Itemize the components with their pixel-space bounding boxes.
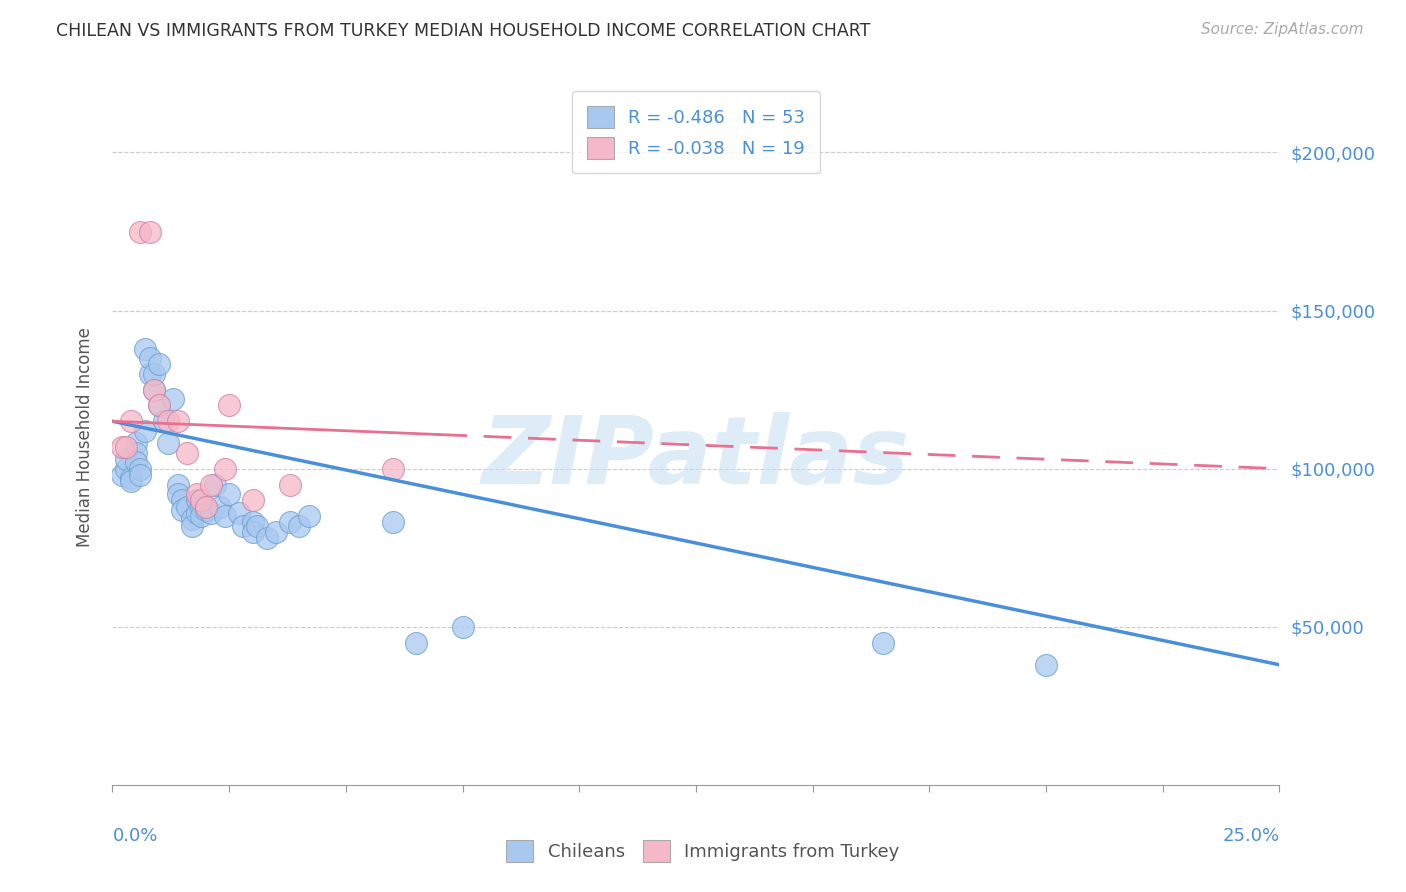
Y-axis label: Median Household Income: Median Household Income [76,327,94,547]
Point [157,436,180,450]
Point [256,531,278,545]
Point [139,367,162,381]
Point [120,414,142,428]
Point [194,500,217,514]
Point [153,414,176,428]
Text: ZIPatlas: ZIPatlas [482,412,910,504]
Point [139,225,162,239]
Point [143,367,166,381]
Point [166,487,188,501]
Point [218,399,240,413]
Point [120,471,142,485]
Point [200,477,222,491]
Point [166,477,188,491]
Point [405,635,427,649]
Point [190,500,212,514]
Point [134,342,156,356]
Point [1035,657,1057,672]
Legend: R = -0.486   N = 53, R = -0.038   N = 19: R = -0.486 N = 53, R = -0.038 N = 19 [572,91,820,173]
Legend: Chileans, Immigrants from Turkey: Chileans, Immigrants from Turkey [499,833,907,870]
Point [381,461,404,475]
Point [242,524,264,539]
Point [381,516,404,530]
Point [129,468,152,483]
Point [451,620,474,634]
Point [246,518,269,533]
Point [278,477,301,491]
Point [134,424,156,438]
Point [148,399,170,413]
Point [166,414,188,428]
Point [186,487,208,501]
Point [125,455,148,469]
Point [176,500,198,514]
Point [129,225,152,239]
Point [148,357,170,371]
Point [194,503,217,517]
Point [190,509,212,524]
Point [172,503,194,517]
Point [115,461,138,475]
Point [143,383,166,397]
Point [125,436,148,450]
Point [264,524,287,539]
Point [872,635,894,649]
Point [111,440,134,454]
Point [162,392,184,406]
Point [139,351,162,365]
Point [115,440,138,454]
Text: 0.0%: 0.0% [112,827,157,845]
Point [228,506,250,520]
Point [143,383,166,397]
Point [278,516,301,530]
Text: 25.0%: 25.0% [1222,827,1279,845]
Point [111,468,134,483]
Point [115,452,138,467]
Point [148,399,170,413]
Point [180,512,202,526]
Point [176,446,198,460]
Point [242,516,264,530]
Point [172,493,194,508]
Point [214,461,236,475]
Point [125,446,148,460]
Point [180,518,202,533]
Point [208,500,231,514]
Point [232,518,254,533]
Point [157,414,180,428]
Point [242,493,264,508]
Point [204,477,226,491]
Point [288,518,311,533]
Text: Source: ZipAtlas.com: Source: ZipAtlas.com [1201,22,1364,37]
Point [214,509,236,524]
Point [297,509,319,524]
Point [218,487,240,501]
Point [186,493,208,508]
Text: CHILEAN VS IMMIGRANTS FROM TURKEY MEDIAN HOUSEHOLD INCOME CORRELATION CHART: CHILEAN VS IMMIGRANTS FROM TURKEY MEDIAN… [56,22,870,40]
Point [200,506,222,520]
Point [186,506,208,520]
Point [129,461,152,475]
Point [120,475,142,489]
Point [190,493,212,508]
